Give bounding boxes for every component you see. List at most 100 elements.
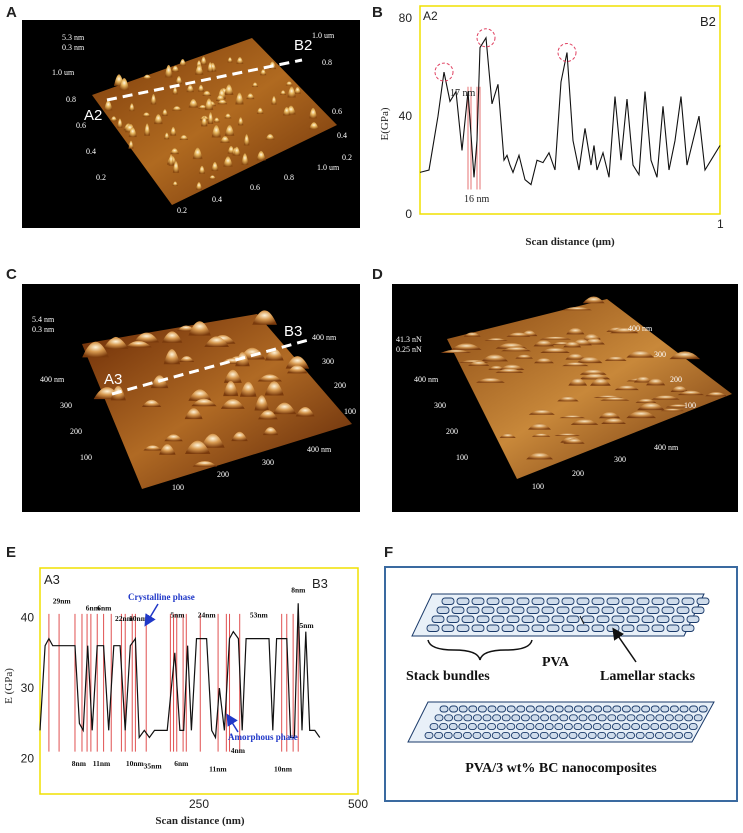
lamella [621, 723, 631, 731]
afm-peaks [82, 310, 315, 467]
panel-letter-a: A [6, 4, 17, 21]
chart-e: A3 B3 E (GPa) Scan distance (nm) 20 30 40 2… [0, 556, 372, 828]
panel-letter-b: B [372, 4, 383, 21]
afm-peak [223, 156, 233, 167]
afm-peak [252, 82, 259, 87]
lamella [611, 723, 621, 731]
bottom-width-label: 6nm [174, 759, 189, 768]
top-width-label: 10nm [129, 614, 148, 623]
afm-peak [287, 86, 296, 98]
afm-surface-a: 5.3 nm 0.3 nm 1.0 um 0.8 0.6 0.4 0.2 0.2… [52, 31, 352, 215]
lamella [544, 723, 554, 731]
lamellar-pointer [579, 615, 585, 625]
lamella [491, 731, 501, 739]
lamella [536, 615, 550, 623]
left-axis-label: 0.8 [66, 95, 76, 104]
lamella [561, 597, 575, 605]
afm-peak [635, 398, 657, 403]
amorphous-phase-label: Amorphous phase [228, 732, 298, 742]
afm-peak [128, 140, 134, 149]
lamella [654, 731, 664, 739]
lamella [578, 731, 588, 739]
afm-peak [143, 445, 162, 451]
right-axis-label: 300 [322, 357, 334, 366]
right-axis-label: 1.0 um [312, 31, 335, 40]
scale-top-label: 5.4 nm [32, 315, 55, 324]
panel-letter-c: C [6, 266, 17, 283]
afm-peak [192, 461, 218, 467]
afm-peak [202, 90, 212, 97]
y-tick-label: 40 [21, 610, 35, 624]
series-line [39, 603, 321, 740]
lamella [471, 624, 485, 632]
afm-peak [565, 353, 586, 360]
bottom-axis-label: 300 [262, 458, 274, 467]
afm-peak [626, 350, 655, 358]
lamella [674, 731, 684, 739]
lamella [441, 597, 455, 605]
afm-peak [133, 332, 160, 343]
left-axis-label: 100 [80, 453, 92, 462]
afm-peak [224, 84, 234, 96]
scan-start-label: A2 [84, 107, 102, 124]
corner-right-label: B2 [700, 14, 716, 29]
afm-peak [172, 160, 180, 173]
scan-line [111, 337, 313, 396]
lamella [501, 597, 515, 605]
afm-peak [450, 343, 482, 350]
afm-peak [231, 431, 248, 442]
afm-peak [533, 357, 554, 364]
lamella [650, 723, 660, 731]
lamella [684, 714, 694, 722]
lamella [549, 714, 559, 722]
lamella [679, 723, 689, 731]
lamella [568, 731, 578, 739]
afm-peak [495, 368, 524, 373]
lamella [621, 624, 635, 632]
bottom-width-label: 35nm [144, 762, 163, 771]
afm-peak [170, 126, 177, 136]
lamella [650, 705, 660, 713]
lamella [601, 606, 615, 614]
lamella [661, 606, 675, 614]
afm-peak [200, 433, 225, 448]
afm-peak [285, 81, 293, 86]
lamella [631, 705, 641, 713]
lamella [449, 705, 459, 713]
y-tick-label: 80 [399, 11, 413, 25]
afm-peak [677, 390, 705, 396]
afm-peak [579, 369, 607, 375]
afm-peak [213, 117, 220, 123]
left-axis-label: 400 nm [414, 375, 439, 384]
lamella [671, 615, 685, 623]
lamella [453, 731, 463, 739]
afm-peak [260, 69, 267, 76]
nanocomposite-slab [407, 701, 715, 743]
y-axis-title: E(GPa) [379, 107, 391, 140]
lamella [477, 723, 487, 731]
afm-peak [215, 94, 225, 102]
top-width-label: 6nm [86, 603, 101, 612]
lamella [669, 705, 679, 713]
lamella [424, 731, 434, 739]
lamella [526, 606, 540, 614]
top-width-label: 53nm [250, 610, 269, 619]
afm-peak [161, 109, 168, 116]
panel-letter-f: F [384, 544, 394, 561]
lamella [501, 731, 511, 739]
lamella [568, 714, 578, 722]
afm-surface-plane [82, 314, 352, 489]
afm-peak [204, 98, 214, 111]
lamella [660, 705, 670, 713]
afm-peak [557, 396, 579, 402]
lamella [573, 705, 583, 713]
lamella [434, 731, 444, 739]
lamella [444, 714, 454, 722]
crystalline-phase-label: Crystalline phase [128, 592, 195, 602]
afm-peak [254, 395, 269, 411]
afm-peak [179, 355, 195, 363]
annotation-label: 17 nm [450, 88, 476, 99]
afm-peak [590, 377, 611, 386]
top-width-label: 8nm [291, 586, 306, 595]
